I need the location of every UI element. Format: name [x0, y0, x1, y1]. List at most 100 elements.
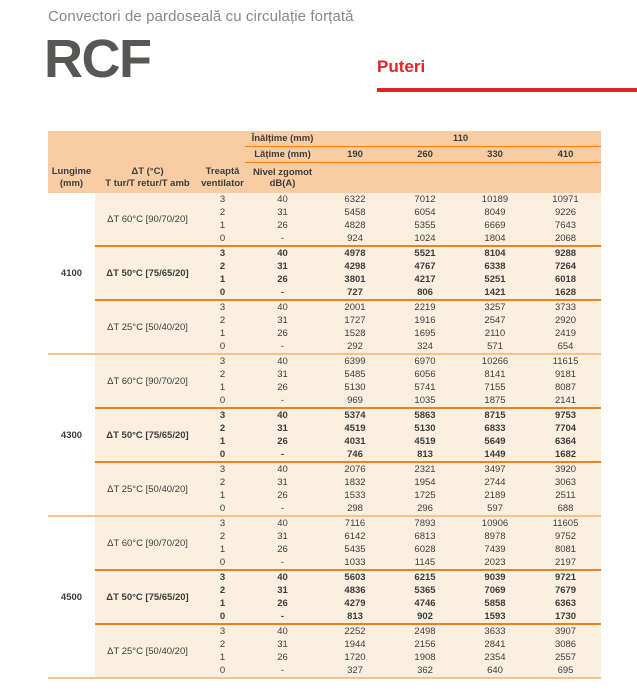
power-cell: 6056	[390, 368, 460, 381]
noise-level-cell: 26	[245, 489, 320, 502]
power-cell: 7264	[530, 260, 602, 273]
power-cell: 6018	[530, 273, 602, 286]
data-row: 1 26 4031 4519 5649 6364	[48, 435, 602, 448]
data-row: 1 26 5435 6028 7439 8081	[48, 543, 602, 556]
power-cell: 5130	[390, 422, 460, 435]
power-cell: 8049	[460, 206, 530, 219]
power-cell: 1145	[390, 556, 460, 571]
data-row: 2 31 1832 1954 2744 3063	[48, 476, 602, 489]
power-cell: 746	[320, 448, 390, 463]
power-cell: 2498	[390, 624, 460, 638]
power-cell: 296	[390, 502, 460, 517]
power-cell: 6833	[460, 422, 530, 435]
noise-level-cell: -	[245, 340, 320, 355]
red-divider	[377, 88, 637, 92]
power-cell: 9721	[530, 570, 602, 584]
power-cell: 6322	[320, 193, 390, 206]
length-cell: 4500	[48, 516, 95, 679]
power-cell: 4978	[320, 246, 390, 260]
power-cell: 1628	[530, 286, 602, 301]
power-cell: 5365	[390, 584, 460, 597]
noise-level-cell: 26	[245, 435, 320, 448]
fan-speed-cell: 0	[200, 394, 245, 409]
power-table: Înălțime (mm) 110 Lățime (mm) 190 260 33…	[48, 131, 602, 679]
power-cell: 7069	[460, 584, 530, 597]
power-cell: 4519	[390, 435, 460, 448]
power-cell: 2068	[530, 232, 602, 247]
noise-level-cell: 40	[245, 246, 320, 260]
power-cell: 2920	[530, 314, 602, 327]
power-cell: 1954	[390, 476, 460, 489]
power-cell: 5435	[320, 543, 390, 556]
power-cell: 6142	[320, 530, 390, 543]
power-table-container: Înălțime (mm) 110 Lățime (mm) 190 260 33…	[48, 131, 602, 679]
power-cell: 1730	[530, 610, 602, 625]
data-row: 2 31 5485 6056 8141 9181	[48, 368, 602, 381]
noise-level-cell: -	[245, 610, 320, 625]
noise-level-cell: 40	[245, 516, 320, 530]
power-cell: 5458	[320, 206, 390, 219]
fan-speed-cell: 3	[200, 570, 245, 584]
header-spacer	[320, 162, 602, 193]
fan-speed-cell: 2	[200, 314, 245, 327]
col-header-dt: ΔT (°C) T tur/T retur/T amb	[95, 162, 200, 193]
power-cell: 2219	[390, 300, 460, 314]
data-row: 0-813 902 1593 1730	[48, 610, 602, 625]
power-cell: 1804	[460, 232, 530, 247]
data-row: ΔT 25°C [50/40/20] 3 40 2076 2321 3497 3920	[48, 462, 602, 517]
power-cell: 2252	[320, 624, 390, 638]
power-cell: 902	[390, 610, 460, 625]
fan-speed-cell: 2	[200, 476, 245, 489]
power-cell: 3086	[530, 638, 602, 651]
power-cell: 4828	[320, 219, 390, 232]
noise-level-cell: 26	[245, 273, 320, 286]
power-cell: 5251	[460, 273, 530, 286]
power-cell: 1695	[390, 327, 460, 340]
power-cell: 10971	[530, 193, 602, 206]
power-cell: 6338	[460, 260, 530, 273]
power-cell: 9753	[530, 408, 602, 422]
data-row: 2 31 4836 5365 7069 7679	[48, 584, 602, 597]
table-header: Înălțime (mm) 110 Lățime (mm) 190 260 33…	[48, 131, 602, 193]
power-cell: 9752	[530, 530, 602, 543]
power-cell: 688	[530, 502, 602, 517]
power-cell: 7643	[530, 219, 602, 232]
power-cell: 5485	[320, 368, 390, 381]
header-spacer	[48, 131, 245, 147]
power-cell: 5863	[390, 408, 460, 422]
product-logo: RCF	[44, 29, 152, 89]
power-cell: 1449	[460, 448, 530, 463]
fan-speed-cell: 0	[200, 664, 245, 679]
power-cell: 1528	[320, 327, 390, 340]
power-cell: 5521	[390, 246, 460, 260]
fan-speed-cell: 3	[200, 624, 245, 638]
data-row: 2 31 6142 6813 8978 9752	[48, 530, 602, 543]
data-row: 1 26 4279 4746 5858 6363	[48, 597, 602, 610]
power-cell: 324	[390, 340, 460, 355]
noise-level-cell: 31	[245, 260, 320, 273]
width-header-row: Lățime (mm) 190 260 330 410	[48, 146, 602, 163]
data-row: 0-969 1035 1875 2141	[48, 394, 602, 409]
width-value: 330	[460, 146, 530, 163]
data-row: 0-746 813 1449 1682	[48, 448, 602, 463]
noise-level-cell: -	[245, 286, 320, 301]
data-row: 2 31 4298 4767 6338 7264	[48, 260, 602, 273]
power-cell: 5741	[390, 381, 460, 394]
data-row: 1 26 1533 1725 2189 2511	[48, 489, 602, 502]
power-cell: 5603	[320, 570, 390, 584]
noise-level-cell: 31	[245, 368, 320, 381]
power-cell: 3633	[460, 624, 530, 638]
power-cell: 7155	[460, 381, 530, 394]
power-cell: 4767	[390, 260, 460, 273]
fan-speed-cell: 0	[200, 610, 245, 625]
fan-speed-cell: 2	[200, 368, 245, 381]
data-row: ΔT 50°C [75/65/20] 3 40 5374 5863 8715 9753	[48, 408, 602, 463]
data-row: 0-924 1024 1804 2068	[48, 232, 602, 247]
power-cell: 640	[460, 664, 530, 679]
power-cell: 924	[320, 232, 390, 247]
power-cell: 6364	[530, 435, 602, 448]
power-cell: 571	[460, 340, 530, 355]
noise-level-cell: 40	[245, 300, 320, 314]
power-cell: 813	[390, 448, 460, 463]
power-cell: 6054	[390, 206, 460, 219]
